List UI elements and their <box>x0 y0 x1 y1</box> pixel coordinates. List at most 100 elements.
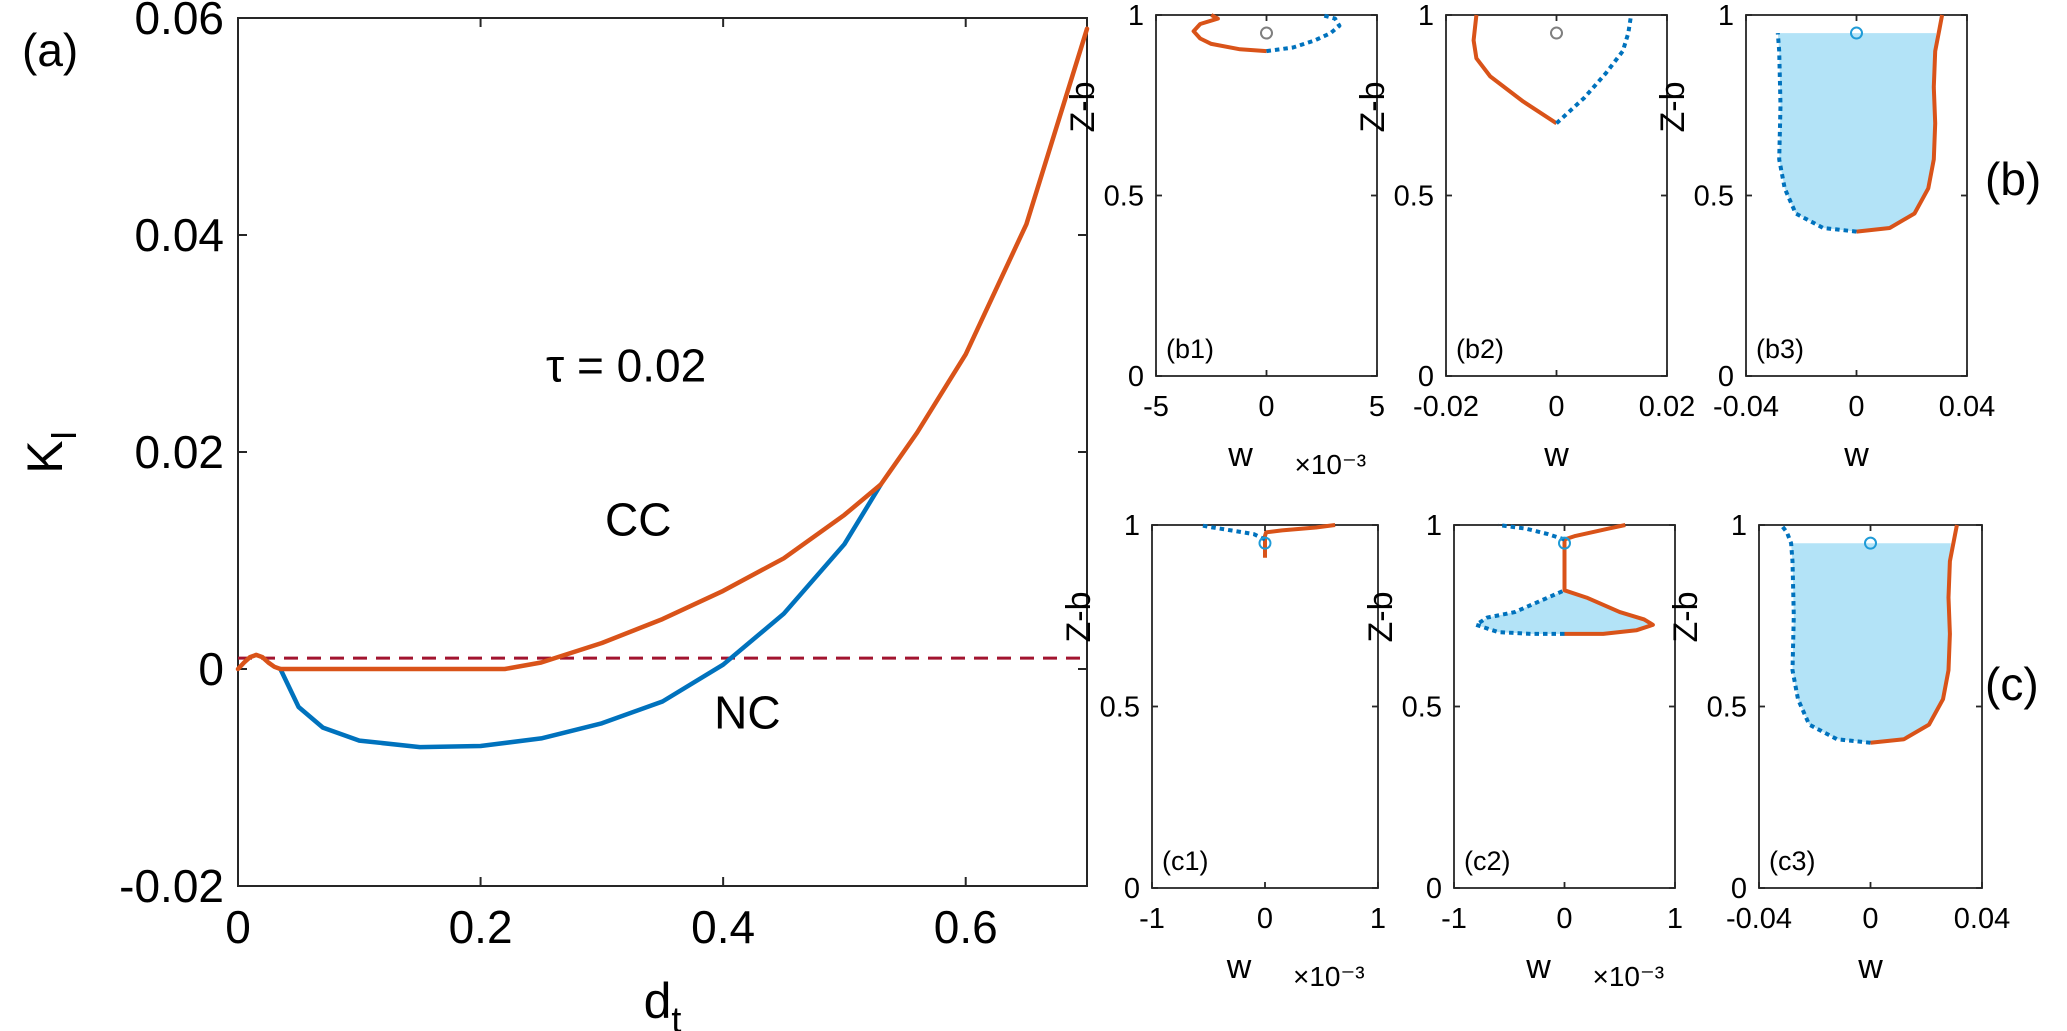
y-axis-label-sub: I <box>43 430 84 440</box>
inset-tag-b2: (b2) <box>1456 334 1504 364</box>
annotation-nc: NC <box>714 687 780 739</box>
x-multiplier-c2: ×10⁻³ <box>1593 961 1665 992</box>
series-line-b3-solid <box>1856 14 1945 234</box>
series-line-c2-dotted-top <box>1497 523 1566 542</box>
series-line-b1-solid <box>1191 13 1267 54</box>
x-axis-label-c3: w <box>1857 948 1883 986</box>
x-axis-label-sub: t <box>671 999 681 1031</box>
y-tick-label-a: 0.02 <box>134 426 224 478</box>
x-tick-label-c2: -1 <box>1441 903 1467 935</box>
y-tick-label-b2: 0 <box>1418 361 1434 393</box>
series-line-c3-solid <box>1870 524 1959 745</box>
inset-charts: -5 0 500.51(b1)w ×10⁻³Z-b-0.02 0 0.0200.51(b2… <box>1060 0 2010 992</box>
y-tick-label-c3: 0.5 <box>1707 692 1747 724</box>
inset-tag-c1: (c1) <box>1162 846 1209 876</box>
x-tick-label-b1: 5 <box>1369 391 1385 423</box>
series-line-b2-solid <box>1471 14 1558 125</box>
plot-frame-b1 <box>1155 14 1378 377</box>
x-tick-label-b3: -0.04 <box>1713 391 1779 423</box>
y-tick-label-b3: 0 <box>1718 361 1734 393</box>
y-tick-label-a: -0.02 <box>119 860 224 912</box>
marker-circle-b2 <box>1550 26 1563 40</box>
y-tick-label-c1: 0.5 <box>1100 692 1140 724</box>
marker-circle-c2 <box>1558 536 1571 550</box>
series-line-c3-dotted <box>1779 523 1871 745</box>
x-axis-label-b3: w <box>1843 436 1869 474</box>
x-tick-label-b2: -0.02 <box>1413 391 1479 423</box>
y-axis-label-a: KI <box>17 430 84 473</box>
series-line-nc <box>278 482 884 750</box>
inset-tag-b3: (b3) <box>1756 334 1804 364</box>
x-tick-label-c1: -1 <box>1139 903 1165 935</box>
inset-tag-b1: (b1) <box>1166 334 1214 364</box>
x-axis-label-b1: w <box>1227 436 1253 474</box>
x-tick-label-c2: 1 <box>1667 903 1683 935</box>
y-tick-label-c3: 0 <box>1731 873 1747 905</box>
plot-frame-a <box>237 17 1088 887</box>
y-tick-label-b3: 0.5 <box>1694 181 1734 213</box>
y-tick-label-b1: 1 <box>1128 0 1144 32</box>
chart-b1: -5 0 500.51(b1)w ×10⁻³Z-b <box>1064 0 1385 480</box>
x-tick-label-c3: -0.04 <box>1726 903 1792 935</box>
x-tick-label-a: 0 <box>225 901 251 953</box>
series-line-c1-dotted <box>1199 523 1266 542</box>
y-tick-label-b2: 0.5 <box>1394 181 1434 213</box>
fill-region-c2 <box>1476 590 1653 634</box>
y-axis-label-b2: Z-b <box>1354 82 1392 133</box>
x-tick-label-a: 0.2 <box>449 901 513 953</box>
y-axis-label-b3: Z-b <box>1654 82 1692 133</box>
y-tick-label-c1: 0 <box>1124 873 1140 905</box>
y-tick-label-c2: 0 <box>1426 873 1442 905</box>
y-tick-label-c1: 1 <box>1124 510 1140 542</box>
series-line-c1-solid <box>1263 523 1336 558</box>
x-tick-label-c3: 0.04 <box>1954 903 2010 935</box>
x-tick-label-c1: 0 <box>1257 903 1273 935</box>
annotation-cc: CC <box>605 494 671 546</box>
x-tick-label-a: 0.6 <box>934 901 998 953</box>
marker-circle-b1 <box>1260 26 1273 40</box>
y-axis-label-c2: Z-b <box>1362 592 1400 643</box>
y-tick-label-a: 0 <box>198 643 224 695</box>
panel-label-b: (b) <box>1985 153 2041 205</box>
series-line-b2-dotted <box>1555 14 1634 125</box>
inset-tag-c2: (c2) <box>1464 846 1511 876</box>
y-tick-label-a: 0.06 <box>134 0 224 44</box>
series-line-b1-dotted <box>1266 13 1342 54</box>
y-tick-label-c3: 1 <box>1731 510 1747 542</box>
inset-tag-c3: (c3) <box>1769 846 1816 876</box>
y-tick-label-b1: 0 <box>1128 361 1144 393</box>
y-tick-label-a: 0.04 <box>134 209 224 261</box>
x-tick-label-b1: -5 <box>1143 391 1169 423</box>
series-line-c2-solid <box>1562 523 1655 636</box>
marker-circle-b3 <box>1850 26 1863 40</box>
x-tick-label-b2: 0 <box>1548 391 1564 423</box>
y-axis-label-c1: Z-b <box>1060 592 1098 643</box>
x-axis-label-c2: w <box>1525 948 1551 986</box>
panel-label-a: (a) <box>22 24 78 76</box>
y-tick-label-b3: 1 <box>1718 0 1734 32</box>
x-axis-label-c1: w <box>1226 948 1252 986</box>
x-tick-label-b2: 0.02 <box>1639 391 1695 423</box>
marker-circle-c3 <box>1864 536 1877 550</box>
chart-c2: -1 0 100.51(c2)w ×10⁻³Z-b <box>1362 510 1683 992</box>
marker-circle-c1 <box>1258 536 1272 550</box>
series-line-cc <box>235 26 1090 672</box>
x-tick-label-b3: 0.04 <box>1939 391 1995 423</box>
plot-frame-b2 <box>1445 14 1668 377</box>
x-multiplier-b1: ×10⁻³ <box>1295 449 1367 480</box>
y-tick-label-c2: 0.5 <box>1402 692 1442 724</box>
x-tick-label-b1: 0 <box>1258 391 1274 423</box>
panel-label-c: (c) <box>1985 658 2039 710</box>
plot-frame-c1 <box>1151 524 1379 889</box>
x-axis-label-a: dt <box>644 973 682 1031</box>
y-tick-label-b1: 0.5 <box>1104 181 1144 213</box>
y-axis-label-c3: Z-b <box>1667 592 1705 643</box>
x-tick-label-b3: 0 <box>1848 391 1864 423</box>
y-tick-label-b2: 1 <box>1418 0 1434 32</box>
fill-region-c3 <box>1791 543 1951 743</box>
